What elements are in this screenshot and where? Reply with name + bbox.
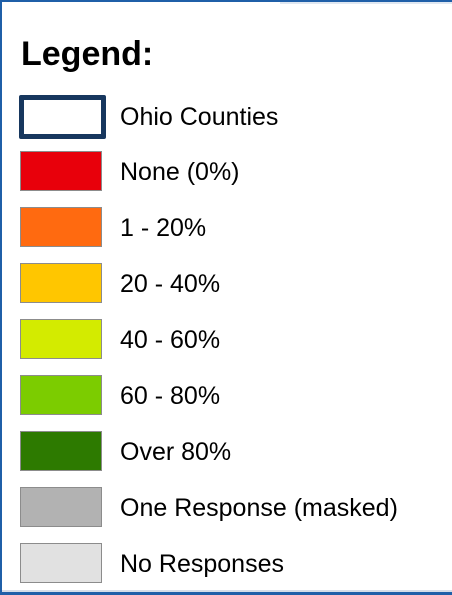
legend-item-over-80: Over 80%	[0, 427, 452, 475]
legend-item-label: 20 - 40%	[120, 270, 221, 298]
color-swatch-60-80	[20, 375, 102, 415]
frame-bottom-border	[0, 592, 452, 595]
legend-item-label: 1 - 20%	[120, 214, 207, 242]
color-swatch-20-40	[20, 263, 102, 303]
legend-item-one-response: One Response (masked)	[0, 483, 452, 531]
legend-title: Legend:	[21, 35, 154, 73]
legend-item-no-responses: No Responses	[0, 539, 452, 587]
color-swatch-1-20	[20, 207, 102, 247]
frame-bottom-shadow	[2, 590, 452, 592]
legend-item-60-80: 60 - 80%	[0, 371, 452, 419]
color-swatch-one-response	[20, 487, 102, 527]
legend-item-label: One Response (masked)	[120, 494, 398, 522]
color-swatch-over-80	[20, 431, 102, 471]
color-swatch-40-60	[20, 319, 102, 359]
county-outline-swatch	[19, 95, 106, 139]
legend-item-ohio-counties: Ohio Counties	[0, 92, 452, 140]
legend-item-label: 60 - 80%	[120, 382, 221, 410]
legend-item-1-20: 1 - 20%	[0, 203, 452, 251]
color-swatch-no-responses	[20, 543, 102, 583]
frame-top-highlight	[280, 2, 452, 4]
color-swatch-none	[20, 151, 102, 191]
frame-left-border	[0, 0, 2, 595]
legend-item-20-40: 20 - 40%	[0, 259, 452, 307]
legend-item-label: Over 80%	[120, 438, 232, 466]
legend-item-label: 40 - 60%	[120, 326, 221, 354]
legend-item-label: Ohio Counties	[120, 103, 279, 131]
legend-item-none: None (0%)	[0, 147, 452, 195]
frame-top-border	[0, 0, 452, 2]
legend-item-label: No Responses	[120, 550, 284, 578]
legend-item-40-60: 40 - 60%	[0, 315, 452, 363]
legend-item-label: None (0%)	[120, 158, 240, 186]
